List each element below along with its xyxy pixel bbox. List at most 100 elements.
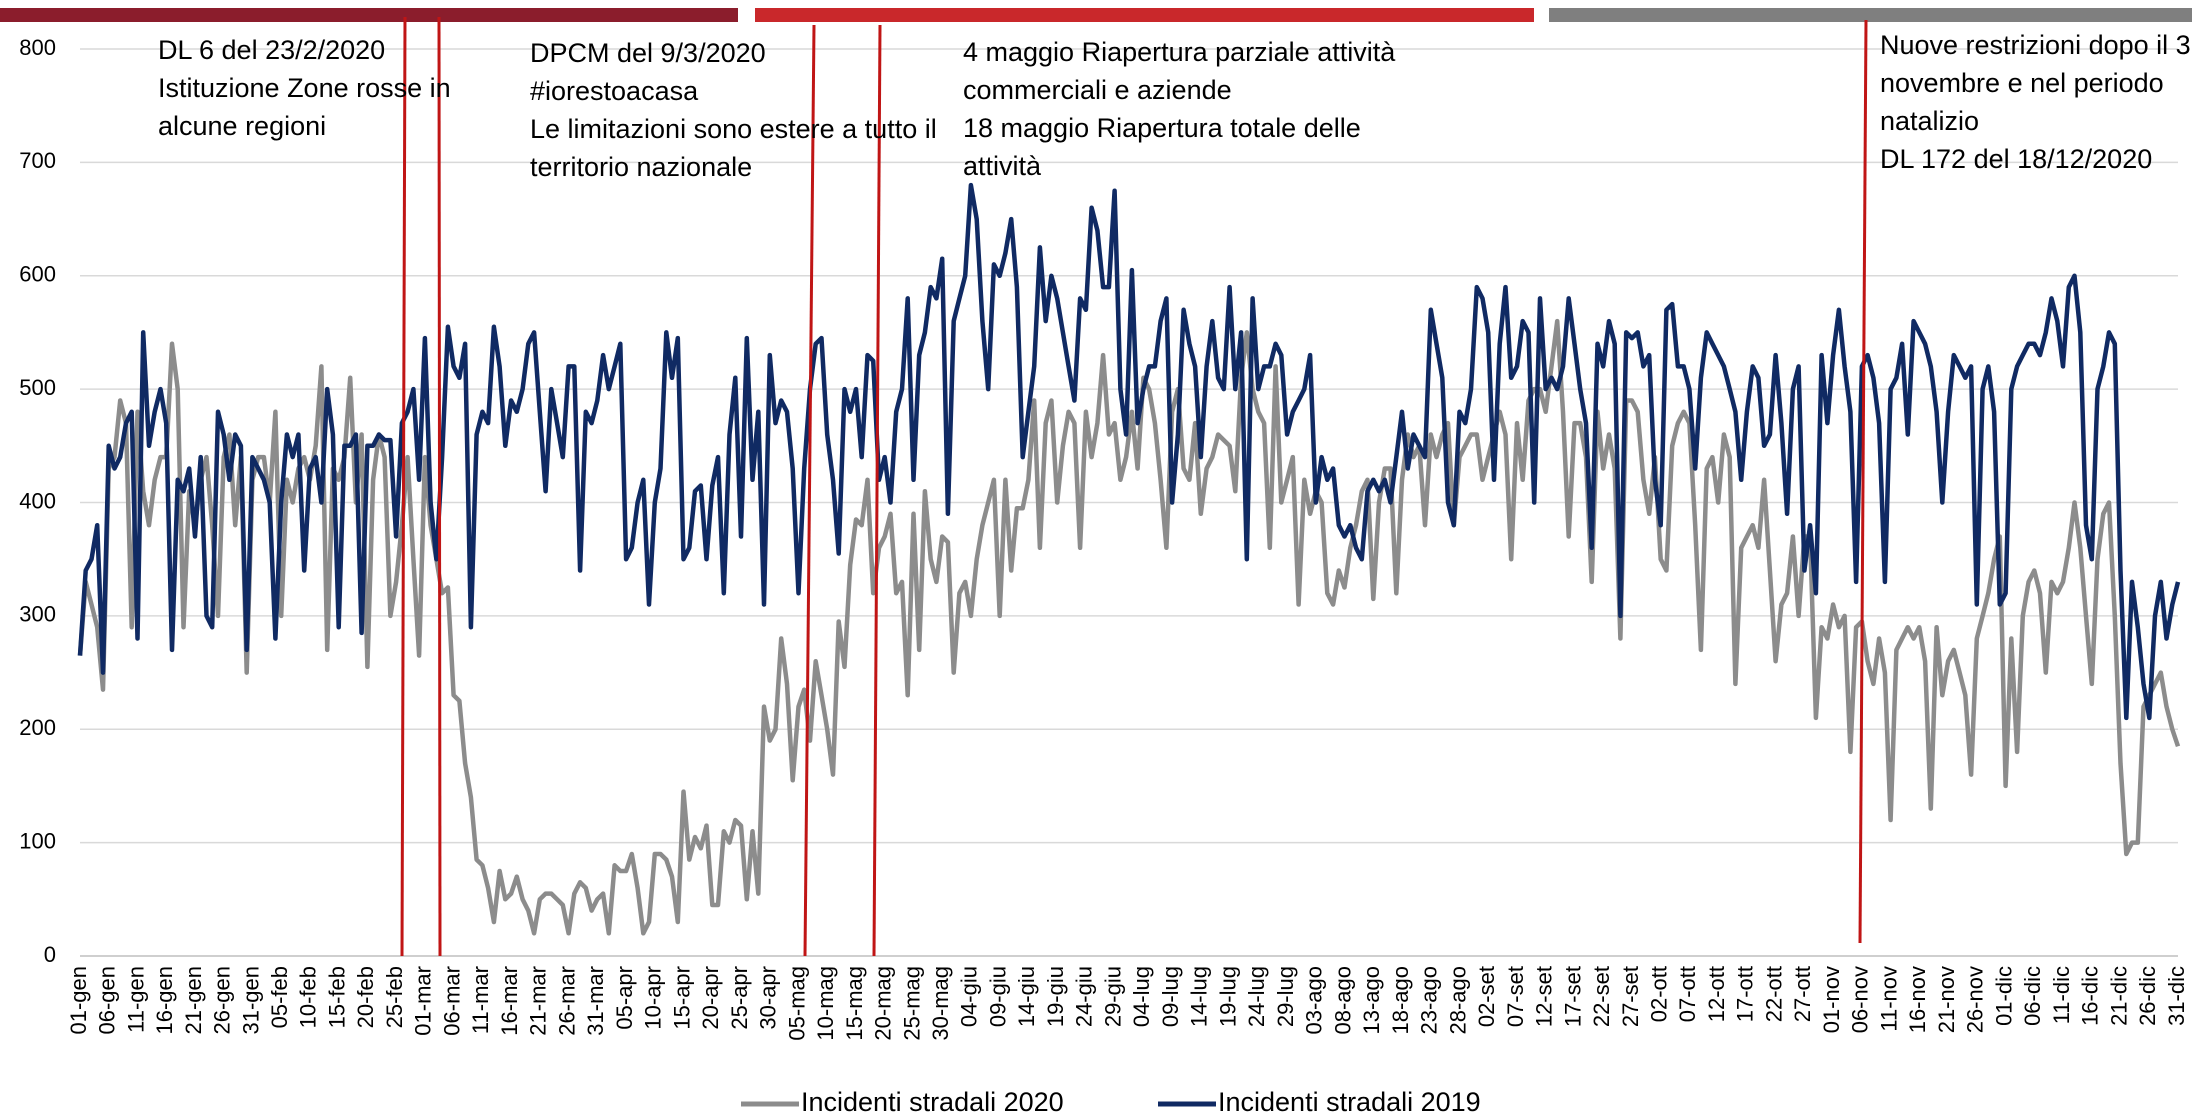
annotation: commerciali e aziende <box>963 75 1232 105</box>
x-tick-label: 11-mar <box>468 966 493 1034</box>
x-tick-label: 16-dic <box>2078 966 2103 1026</box>
x-tick-label: 30-apr <box>756 966 781 1030</box>
y-tick-label: 400 <box>19 488 56 513</box>
y-tick-label: 700 <box>19 148 56 173</box>
x-tick-label: 14-giu <box>1014 966 1039 1027</box>
x-tick-label: 01-dic <box>1991 966 2016 1026</box>
x-tick-label: 04-lug <box>1129 966 1154 1027</box>
x-tick-label: 14-lug <box>1187 966 1212 1027</box>
annotation: #iorestoacasa <box>530 76 699 106</box>
legend-label: Incidenti stradali 2019 <box>1218 1087 1481 1117</box>
x-tick-label: 27-ott <box>1790 966 1815 1022</box>
x-tick-label: 11-nov <box>1876 966 1901 1032</box>
annotation: DPCM del 9/3/2020 <box>530 38 766 68</box>
x-tick-label: 04-giu <box>957 966 982 1027</box>
x-tick-label: 24-giu <box>1072 966 1097 1027</box>
x-tick-label: 23-ago <box>1417 966 1442 1035</box>
x-tick-label: 15-apr <box>669 966 694 1030</box>
x-tick-label: 12-set <box>1532 966 1557 1027</box>
x-tick-label: 18-ago <box>1388 966 1413 1035</box>
x-tick-label: 09-giu <box>985 966 1010 1027</box>
x-tick-label: 07-set <box>1503 966 1528 1027</box>
x-tick-label: 16-nov <box>1905 966 1930 1033</box>
x-tick-label: 16-mar <box>497 966 522 1036</box>
x-tick-label: 11-gen <box>123 966 148 1033</box>
x-tick-label: 12-ott <box>1704 966 1729 1022</box>
annotation: Le limitazioni sono estere a tutto il <box>530 114 937 144</box>
x-tick-label: 22-set <box>1589 966 1614 1027</box>
x-tick-label: 25-mag <box>899 966 924 1041</box>
x-tick-label: 03-ago <box>1302 966 1327 1035</box>
x-tick-label: 01-mar <box>411 966 436 1036</box>
annotation: 18 maggio Riapertura totale delle <box>963 113 1361 143</box>
x-tick-label: 31-dic <box>2164 966 2189 1026</box>
x-tick-label: 29-giu <box>1100 966 1125 1027</box>
x-tick-label: 01-gen <box>66 966 91 1035</box>
x-tick-label: 07-ott <box>1675 966 1700 1022</box>
x-tick-label: 22-ott <box>1761 966 1786 1022</box>
x-tick-label: 19-giu <box>1043 966 1068 1027</box>
x-tick-label: 06-gen <box>95 966 120 1035</box>
x-tick-label: 20-apr <box>698 966 723 1030</box>
y-tick-label: 100 <box>19 828 56 853</box>
event-line <box>400 16 407 957</box>
y-tick-label: 200 <box>19 715 56 740</box>
x-tick-label: 05-mag <box>784 966 809 1041</box>
x-tick-label: 15-mag <box>842 966 867 1041</box>
annotation: natalizio <box>1880 106 1979 136</box>
annotation: DL 172 del 18/12/2020 <box>1880 144 2152 174</box>
x-tick-label: 06-dic <box>2020 966 2045 1026</box>
x-tick-label: 10-mag <box>813 966 838 1041</box>
x-tick-label: 31-mar <box>583 966 608 1036</box>
series-line <box>77 182 2181 721</box>
x-tick-label: 15-feb <box>324 966 349 1028</box>
legend-label: Incidenti stradali 2020 <box>801 1087 1064 1117</box>
x-tick-label: 20-mag <box>871 966 896 1041</box>
annotation: DL 6 del 23/2/2020 <box>158 35 385 65</box>
x-tick-label: 06-nov <box>1848 966 1873 1033</box>
x-tick-label: 28-ago <box>1445 966 1470 1035</box>
x-tick-label: 21-mar <box>526 966 551 1036</box>
annotation: 4 maggio Riapertura parziale attività <box>963 37 1396 67</box>
y-tick-label: 800 <box>19 35 56 60</box>
y-tick-label: 500 <box>19 375 56 400</box>
x-tick-label: 21-gen <box>181 966 206 1035</box>
x-tick-label: 05-apr <box>612 966 637 1030</box>
x-tick-label: 24-lug <box>1244 966 1269 1027</box>
x-tick-label: 25-apr <box>727 966 752 1030</box>
x-tick-label: 09-lug <box>1158 966 1183 1027</box>
x-tick-label: 10-apr <box>641 966 666 1030</box>
x-tick-label: 06-mar <box>439 966 464 1036</box>
x-tick-label: 27-set <box>1618 966 1643 1027</box>
x-tick-label: 29-lug <box>1273 966 1298 1027</box>
event-line <box>803 24 816 957</box>
event-line <box>437 16 442 957</box>
x-tick-label: 13-ago <box>1359 966 1384 1035</box>
x-tick-label: 10-feb <box>296 966 321 1028</box>
event-line <box>872 24 882 957</box>
period-bar <box>755 8 1534 22</box>
x-tick-label: 26-gen <box>210 966 235 1035</box>
annotation: Nuove restrizioni dopo il 3 <box>1880 30 2191 60</box>
event-line <box>1858 19 1868 944</box>
x-tick-label: 26-mar <box>554 966 579 1036</box>
x-tick-label: 11-dic <box>2049 966 2074 1024</box>
annotation: Istituzione Zone rosse in <box>158 73 451 103</box>
x-tick-label: 17-ott <box>1733 966 1758 1022</box>
x-tick-label: 26-nov <box>1963 966 1988 1033</box>
annotation: alcune regioni <box>158 111 326 141</box>
x-tick-label: 01-nov <box>1819 966 1844 1033</box>
x-tick-label: 21-dic <box>2106 966 2131 1026</box>
x-tick-label: 20-feb <box>353 966 378 1028</box>
x-tick-label: 31-gen <box>238 966 263 1035</box>
x-tick-label: 19-lug <box>1215 966 1240 1027</box>
period-bar <box>1549 8 2192 22</box>
x-tick-label: 02-ott <box>1646 966 1671 1022</box>
period-bar <box>0 8 738 22</box>
annotation: territorio nazionale <box>530 152 752 182</box>
x-tick-label: 17-set <box>1560 966 1585 1027</box>
x-tick-label: 21-nov <box>1934 966 1959 1033</box>
x-tick-label: 08-ago <box>1330 966 1355 1035</box>
x-tick-label: 26-dic <box>2135 966 2160 1026</box>
